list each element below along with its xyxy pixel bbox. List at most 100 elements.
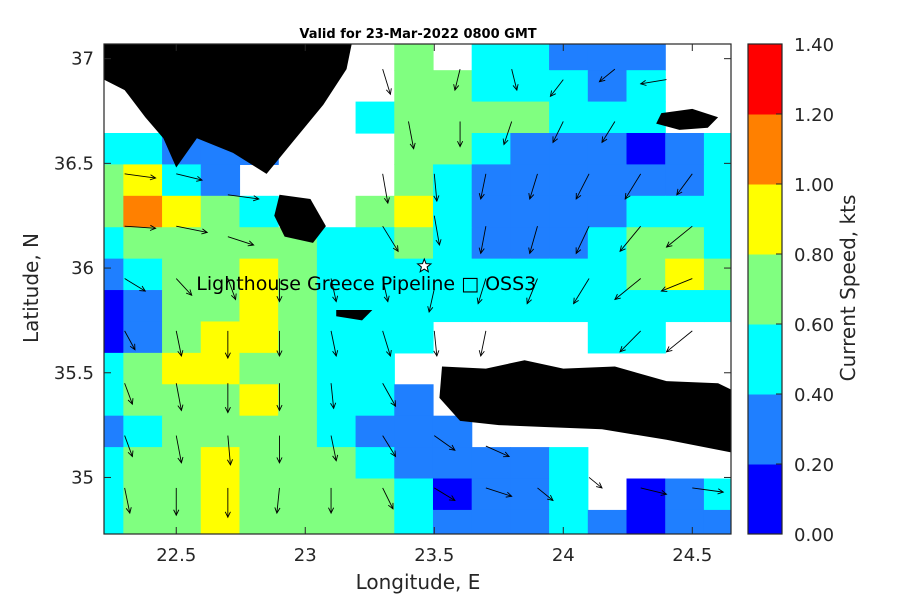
current-vectors bbox=[124, 68, 725, 519]
vector-shaft bbox=[434, 435, 456, 451]
speed-cell bbox=[394, 195, 434, 228]
speed-cell bbox=[239, 258, 279, 291]
current-vector bbox=[573, 278, 590, 305]
vector-shaft bbox=[124, 225, 156, 229]
speed-cell bbox=[104, 415, 124, 448]
vector-head bbox=[387, 502, 394, 510]
speed-cell bbox=[123, 321, 163, 354]
current-vector bbox=[227, 100, 239, 121]
vector-shaft bbox=[529, 173, 538, 200]
vector-head bbox=[276, 295, 283, 303]
current-vector bbox=[457, 121, 464, 148]
speed-cell bbox=[162, 384, 202, 417]
vector-head bbox=[127, 450, 134, 458]
y-axis-ticks: 37 36.5 36 35.5 35 bbox=[54, 49, 731, 488]
vector-head bbox=[149, 224, 157, 231]
speed-cell bbox=[355, 258, 395, 291]
vector-shaft bbox=[575, 225, 590, 254]
speed-cell bbox=[355, 352, 395, 385]
vector-head bbox=[276, 404, 283, 412]
speed-cell bbox=[162, 290, 202, 323]
speed-cell bbox=[123, 447, 163, 480]
current-vector bbox=[124, 79, 133, 98]
speed-cell bbox=[549, 164, 589, 197]
colorbar-ticks: 0.00 0.20 0.40 0.60 0.80 1.00 1.20 1.40 bbox=[776, 35, 834, 546]
speed-cell bbox=[162, 164, 202, 197]
land-polygon bbox=[336, 309, 373, 321]
speed-cell bbox=[471, 132, 511, 166]
vector-head bbox=[528, 247, 535, 255]
vector-shaft bbox=[382, 435, 396, 457]
speed-cell bbox=[316, 415, 357, 448]
speed-cell bbox=[239, 509, 279, 534]
vector-shaft bbox=[124, 330, 136, 350]
current-vector bbox=[330, 330, 339, 358]
vector-shaft bbox=[588, 477, 603, 489]
vector-shaft bbox=[480, 173, 487, 200]
current-vector bbox=[382, 435, 397, 458]
pipeline-annotation: Lighthouse Greece Pipeline □ OSS3 bbox=[196, 273, 536, 295]
speed-cell bbox=[665, 478, 705, 511]
speed-cell bbox=[162, 509, 202, 534]
colorbar-tick-label: 0.00 bbox=[794, 525, 834, 546]
current-vector bbox=[549, 79, 564, 98]
current-vector bbox=[476, 278, 487, 305]
speed-cell bbox=[123, 509, 163, 534]
vector-head bbox=[676, 188, 683, 196]
speed-cell bbox=[626, 44, 666, 71]
land-masses bbox=[104, 44, 731, 453]
vector-shaft bbox=[124, 173, 156, 179]
speed-cell bbox=[162, 195, 202, 228]
vector-shaft bbox=[175, 79, 190, 101]
current-vector bbox=[528, 226, 538, 255]
current-vector bbox=[598, 68, 616, 83]
vector-head bbox=[149, 174, 157, 181]
vector-shaft bbox=[434, 487, 456, 501]
speed-cell bbox=[471, 509, 511, 534]
vector-shaft bbox=[227, 194, 259, 200]
current-vector bbox=[619, 225, 642, 253]
speed-cell bbox=[239, 478, 279, 511]
vector-head bbox=[392, 245, 399, 253]
vector-head bbox=[224, 406, 231, 414]
speed-cell bbox=[355, 384, 395, 417]
current-vector bbox=[434, 487, 456, 502]
colorbar-tick-label: 0.20 bbox=[794, 455, 834, 476]
vector-shaft bbox=[676, 173, 693, 196]
plot-area: Lighthouse Greece Pipeline □ OSS3 bbox=[103, 43, 732, 535]
vector-head bbox=[252, 195, 260, 202]
current-vector bbox=[382, 173, 390, 205]
speed-cell bbox=[200, 415, 241, 448]
speed-cell bbox=[239, 290, 279, 323]
speed-cell bbox=[394, 384, 434, 417]
vector-shaft bbox=[666, 225, 693, 248]
current-vector bbox=[227, 236, 255, 247]
vector-head bbox=[665, 346, 673, 353]
vector-head bbox=[573, 297, 579, 305]
land-polygon bbox=[656, 108, 719, 130]
vector-head bbox=[177, 456, 184, 464]
current-vector bbox=[485, 487, 513, 498]
colorbar-tick-label: 0.60 bbox=[794, 315, 834, 336]
vector-head bbox=[717, 488, 725, 495]
plot-frame bbox=[103, 43, 732, 535]
current-vector bbox=[276, 278, 283, 303]
vector-head bbox=[224, 352, 231, 360]
current-vector bbox=[224, 383, 231, 414]
speed-cell bbox=[510, 164, 550, 197]
speed-cell bbox=[104, 384, 124, 417]
x-tick-label: 23 bbox=[294, 545, 317, 566]
speed-cell bbox=[162, 321, 202, 354]
current-vector bbox=[676, 173, 693, 196]
vector-head bbox=[233, 113, 239, 121]
vector-shaft bbox=[511, 69, 518, 91]
vector-shaft bbox=[330, 330, 337, 357]
vector-head bbox=[183, 94, 190, 102]
speed-cell bbox=[316, 447, 357, 480]
speed-cell bbox=[471, 447, 511, 480]
current-vector bbox=[276, 330, 283, 358]
speed-cell bbox=[278, 415, 318, 448]
vector-head bbox=[526, 297, 532, 305]
speed-cell bbox=[665, 195, 705, 228]
current-vector bbox=[478, 226, 487, 255]
